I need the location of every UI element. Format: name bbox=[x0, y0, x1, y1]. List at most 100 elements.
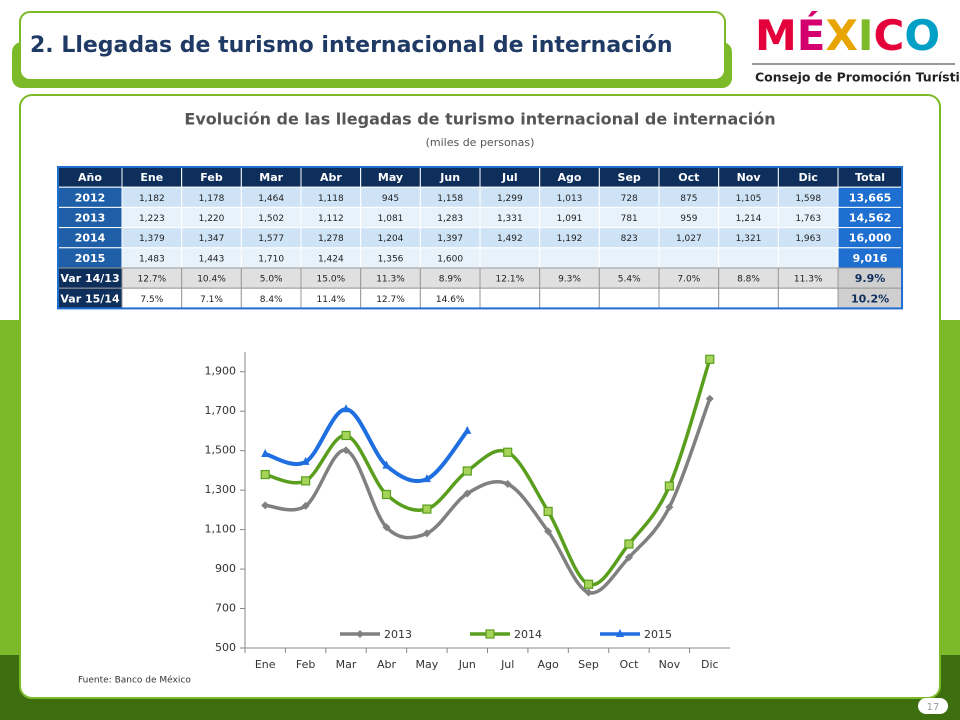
marker bbox=[624, 553, 633, 562]
cell-text: 1,379 bbox=[139, 234, 165, 244]
y-tick-label: 1,300 bbox=[205, 483, 237, 496]
x-tick-label: Abr bbox=[377, 658, 397, 671]
cell-text: 2012 bbox=[75, 191, 106, 204]
cell-text: 1,105 bbox=[736, 194, 762, 204]
cell-text: 14.6% bbox=[436, 295, 465, 305]
page-number: 17 bbox=[927, 702, 940, 713]
cell-text: 1,464 bbox=[258, 194, 284, 204]
cell-text: 1,299 bbox=[497, 194, 523, 204]
cell-text: 15.0% bbox=[317, 275, 346, 285]
cell-text: 1,763 bbox=[795, 214, 821, 224]
header-text: Abr bbox=[320, 171, 342, 184]
marker bbox=[260, 469, 270, 480]
marker bbox=[503, 447, 513, 457]
marker bbox=[341, 430, 351, 441]
marker bbox=[301, 456, 310, 465]
marker bbox=[342, 404, 351, 413]
cell-text: Var 14/13 bbox=[60, 272, 119, 285]
marker bbox=[261, 501, 270, 510]
table-cell bbox=[598, 247, 660, 269]
cell-text: 728 bbox=[621, 194, 638, 204]
slide-title: 2. Llegadas de turismo internacional de … bbox=[30, 33, 673, 58]
cell-text: 1,112 bbox=[318, 214, 344, 224]
y-tick-label: 900 bbox=[215, 562, 236, 575]
legend-label: 2015 bbox=[644, 628, 672, 641]
marker bbox=[543, 506, 553, 517]
marker bbox=[381, 489, 392, 500]
marker bbox=[463, 489, 472, 498]
x-tick-label: Mar bbox=[336, 658, 357, 671]
x-tick-label: May bbox=[416, 658, 439, 671]
cell-text: 1,424 bbox=[318, 254, 344, 264]
logo-letter: O bbox=[904, 11, 940, 60]
header-text: Sep bbox=[618, 171, 641, 184]
marker bbox=[422, 474, 431, 483]
cell-text: 1,182 bbox=[139, 194, 165, 204]
cell-text: 1,502 bbox=[258, 214, 284, 224]
cell-text: 1,483 bbox=[139, 254, 165, 264]
cell-text: 9,016 bbox=[853, 252, 888, 265]
cell-text: 1,192 bbox=[557, 234, 583, 244]
marker bbox=[463, 425, 472, 434]
cell-text: 1,577 bbox=[258, 234, 284, 244]
marker bbox=[382, 523, 391, 532]
cell-text: 1,178 bbox=[199, 194, 225, 204]
table-cell bbox=[718, 287, 779, 309]
y-tick-label: 500 bbox=[215, 641, 236, 654]
table-cell bbox=[479, 247, 541, 269]
cell-text: 1,600 bbox=[437, 254, 463, 264]
y-tick-label: 1,100 bbox=[205, 523, 237, 536]
cell-text: 8.4% bbox=[260, 295, 283, 305]
table-cell bbox=[479, 287, 541, 309]
cell-text: 12.7% bbox=[376, 295, 405, 305]
cell-text: 1,598 bbox=[795, 194, 821, 204]
cell-text: 10.2% bbox=[851, 292, 889, 305]
cell-text: 11.3% bbox=[376, 275, 405, 285]
cell-text: 2015 bbox=[75, 252, 106, 265]
legend-marker bbox=[485, 629, 495, 639]
cell-text: 1,356 bbox=[378, 254, 404, 264]
header-text: Oct bbox=[678, 171, 699, 184]
logo-letter: I bbox=[858, 11, 874, 60]
logo-letter: C bbox=[874, 11, 905, 60]
x-tick-label: Nov bbox=[659, 658, 681, 671]
legend-marker bbox=[356, 630, 364, 638]
cell-text: 1,204 bbox=[378, 234, 404, 244]
cell-text: 1,214 bbox=[736, 214, 762, 224]
table-cell bbox=[777, 247, 839, 269]
x-tick-label: Feb bbox=[296, 658, 315, 671]
cell-text: 14,562 bbox=[849, 212, 891, 225]
marker bbox=[301, 501, 310, 510]
series-line bbox=[264, 398, 712, 595]
x-tick-label: Jul bbox=[500, 658, 514, 671]
table-cell bbox=[658, 247, 720, 269]
table-border bbox=[57, 166, 904, 310]
header-text: Año bbox=[78, 171, 102, 184]
table-title: Evolución de las llegadas de turismo int… bbox=[184, 110, 775, 129]
header-text: May bbox=[378, 171, 403, 184]
marker bbox=[665, 503, 674, 512]
y-tick-label: 1,500 bbox=[205, 444, 237, 457]
marker bbox=[624, 539, 634, 549]
cell-text: 7.1% bbox=[200, 295, 223, 305]
cell-text: 1,347 bbox=[199, 234, 225, 244]
title-box bbox=[19, 11, 726, 81]
header-text: Nov bbox=[737, 171, 762, 184]
table-cell bbox=[539, 287, 600, 309]
x-tick-label: Oct bbox=[619, 658, 639, 671]
marker bbox=[462, 466, 472, 476]
marker bbox=[583, 579, 594, 589]
cell-text: 2013 bbox=[75, 212, 106, 225]
cell-text: 1,710 bbox=[258, 254, 284, 264]
logo-letter: É bbox=[797, 10, 826, 60]
logo-subtitle: Consejo de Promoción Turística bbox=[755, 70, 960, 85]
cell-text: 12.1% bbox=[496, 275, 525, 285]
legend-label: 2014 bbox=[514, 628, 542, 641]
cell-text: 1,278 bbox=[318, 234, 344, 244]
y-tick-label: 1,700 bbox=[205, 404, 237, 417]
marker bbox=[705, 394, 714, 403]
logo-letter: X bbox=[826, 11, 858, 60]
table-cell bbox=[718, 247, 779, 269]
marker bbox=[584, 588, 593, 597]
